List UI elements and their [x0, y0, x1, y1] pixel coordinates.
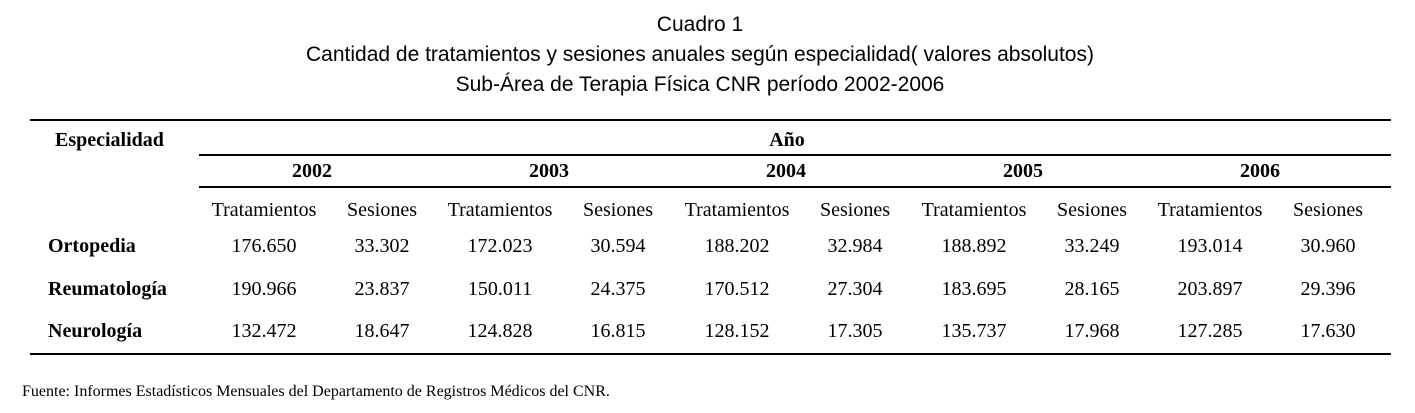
table-cell: 29.396: [1300, 278, 1356, 300]
source-note: Fuente: Informes Estadísticos Mensuales …: [22, 383, 610, 400]
year-header-2002: 2002: [292, 160, 332, 182]
subheader-sessions-2005: Sesiones: [1057, 199, 1127, 221]
table-number: Cuadro 1: [656, 13, 744, 36]
table-cell: 17.630: [1300, 320, 1356, 342]
table-cell: 132.472: [231, 320, 297, 342]
subheader-sessions-2002: Sesiones: [347, 199, 417, 221]
table-cell: 28.165: [1064, 278, 1120, 300]
table-cell: 203.897: [1177, 278, 1243, 300]
table-cell: 17.968: [1064, 320, 1120, 342]
table-cell: 193.014: [1177, 235, 1243, 257]
table-cell: 30.594: [590, 235, 646, 257]
table-cell: 23.837: [354, 278, 410, 300]
table-cell: 172.023: [467, 235, 533, 257]
row-label: Ortopedia: [48, 235, 136, 257]
subheader-treatments-2006: Tratamientos: [1157, 199, 1263, 221]
table-cell: 150.011: [467, 278, 533, 300]
table-cell: 33.302: [354, 235, 410, 257]
bottom-rule: [30, 353, 1391, 355]
table-cell: 190.966: [231, 278, 297, 300]
table-cell: 127.285: [1177, 320, 1243, 342]
row-label: Reumatología: [48, 278, 167, 300]
table-cell: 18.647: [354, 320, 410, 342]
subheader-sessions-2003: Sesiones: [583, 199, 653, 221]
table-title: Cantidad de tratamientos y sesiones anua…: [306, 43, 1094, 66]
year-header-2003: 2003: [529, 160, 569, 182]
subheader-treatments-2003: Tratamientos: [447, 199, 553, 221]
subheader-sessions-2004: Sesiones: [820, 199, 890, 221]
table-cell: 30.960: [1300, 235, 1356, 257]
year-group-header: Año: [769, 129, 805, 151]
table-cell: 170.512: [704, 278, 770, 300]
subheader-sessions-2006: Sesiones: [1293, 199, 1363, 221]
row-label: Neurología: [48, 320, 143, 342]
table-cell: 176.650: [231, 235, 297, 257]
table-cell: 24.375: [590, 278, 646, 300]
table-cell: 16.815: [590, 320, 646, 342]
table-cell: 27.304: [827, 278, 883, 300]
year-header-2006: 2006: [1240, 160, 1280, 182]
year-header-2005: 2005: [1003, 160, 1043, 182]
table-subtitle: Sub-Área de Terapia Física CNR período 2…: [455, 73, 945, 96]
table-cell: 135.737: [941, 320, 1007, 342]
table-cell: 33.249: [1064, 235, 1120, 257]
subheader-rule: [199, 186, 1391, 188]
row-header: Especialidad: [55, 129, 164, 151]
years-rule: [199, 154, 1391, 156]
table-cell: 32.984: [827, 235, 883, 257]
table-cell: 188.892: [941, 235, 1007, 257]
subheader-treatments-2004: Tratamientos: [684, 199, 790, 221]
top-rule: [30, 119, 1391, 121]
table-cell: 17.305: [827, 320, 883, 342]
year-header-2004: 2004: [766, 160, 806, 182]
table-cell: 188.202: [704, 235, 770, 257]
table-cell: 183.695: [941, 278, 1007, 300]
subheader-treatments-2002: Tratamientos: [211, 199, 317, 221]
subheader-treatments-2005: Tratamientos: [921, 199, 1027, 221]
table-cell: 124.828: [467, 320, 533, 342]
table-cell: 128.152: [704, 320, 770, 342]
table-caption: Cuadro 1 Cantidad de tratamientos y sesi…: [0, 10, 1400, 100]
